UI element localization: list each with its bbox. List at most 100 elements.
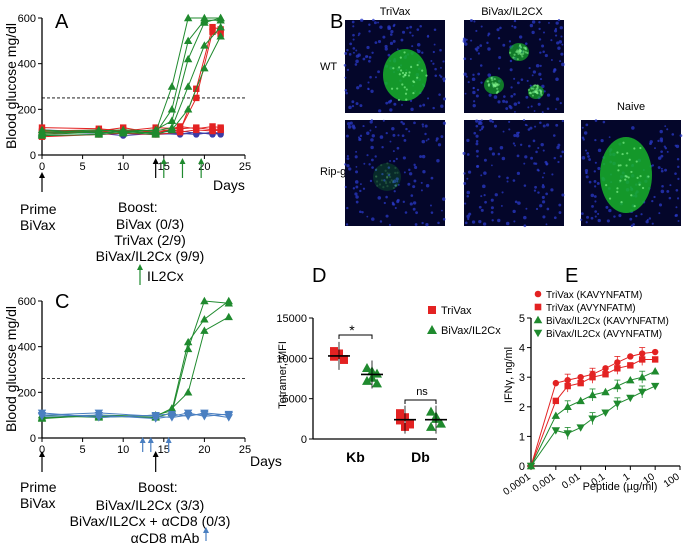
micrograph-ripgp-bivax-il2cx-nucleus xyxy=(542,183,545,186)
micrograph-naive-islet-cell xyxy=(605,184,608,187)
panel-a-point xyxy=(119,127,128,136)
micrograph-ripgp-bivax-il2cx-nucleus xyxy=(463,172,466,175)
micrograph-naive-nucleus xyxy=(657,139,660,143)
micrograph-ripgp-trivax-islet-cell xyxy=(394,166,397,170)
panel-a-point xyxy=(183,36,193,45)
micrograph-naive-islet-cell xyxy=(622,141,625,144)
panel-e-point xyxy=(637,373,647,381)
panel-a-point xyxy=(209,126,216,134)
panel-e-point xyxy=(577,379,584,387)
panel-d: D Tetramer, MFI 0 5000 10000 15000 Kb Db * ns… xyxy=(276,265,501,465)
micrograph-ripgp-trivax-nucleus xyxy=(357,136,360,139)
micrograph-ripgp-bivax-il2cx-nucleus xyxy=(519,143,523,146)
micrograph-wt-bivax-il2cx-islet-cell xyxy=(487,83,490,87)
micrograph-naive-nucleus xyxy=(597,148,602,153)
micrograph-naive-nucleus xyxy=(669,184,672,187)
micrograph-ripgp-trivax-nucleus xyxy=(410,194,414,197)
micrograph-ripgp-bivax-il2cx-nucleus xyxy=(467,217,470,221)
micrograph-ripgp-bivax-il2cx-nucleus xyxy=(491,120,495,123)
panel-c-acd8-dose-arrow-head xyxy=(165,437,172,443)
micrograph-ripgp-trivax-nucleus xyxy=(397,134,400,137)
micrograph-naive-nucleus xyxy=(632,223,635,226)
micrograph-wt-bivax-il2cx-nucleus xyxy=(514,110,516,113)
micrograph-wt-bivax-il2cx-islet-cell xyxy=(531,94,535,97)
micrograph-wt-bivax-il2cx-islet-cell xyxy=(495,91,498,95)
micrograph-wt-trivax-islet-cell xyxy=(401,83,404,86)
micrograph-wt-trivax-nucleus xyxy=(422,103,426,107)
micrograph-naive-nucleus xyxy=(666,150,669,153)
micrograph-ripgp-trivax-islet-cell xyxy=(392,186,395,190)
micrograph-wt-bivax-il2cx-nucleus xyxy=(464,92,467,95)
micrograph-ripgp-bivax-il2cx-nucleus xyxy=(512,209,516,214)
micrograph-naive-nucleus xyxy=(594,200,597,203)
panel-c-prime-arrow-head xyxy=(39,451,45,457)
panel-a-xtick-label: 0 xyxy=(39,161,45,173)
panel-e-point xyxy=(588,415,597,423)
micrograph-naive-islet-cell xyxy=(628,158,631,161)
micrograph-naive-islet-cell xyxy=(619,179,622,182)
micrograph-wt-bivax-il2cx-islet-cell xyxy=(519,43,522,47)
panel-c-point xyxy=(94,409,104,418)
panel-a-point xyxy=(183,13,193,22)
micrograph-wt-bivax-il2cx-nucleus xyxy=(520,78,524,81)
micrograph-naive-nucleus xyxy=(587,155,590,158)
panel-a-plot xyxy=(37,13,225,140)
micrograph-wt-bivax-il2cx-nucleus xyxy=(533,110,536,112)
micrograph-ripgp-bivax-il2cx-nucleus xyxy=(528,144,531,148)
panel-d-legend-marker-trivax xyxy=(428,306,436,314)
panel-e-point xyxy=(614,365,621,372)
panel-b-micrographs xyxy=(343,18,683,228)
panel-a-point xyxy=(216,22,225,31)
micrograph-ripgp-trivax-nucleus xyxy=(366,131,370,135)
micrograph-wt-bivax-il2cx-nucleus xyxy=(513,25,517,29)
micrograph-wt-bivax-il2cx-nucleus xyxy=(541,44,545,48)
panel-d-point xyxy=(426,406,436,416)
micrograph-ripgp-trivax-nucleus xyxy=(435,137,439,141)
panel-a-series-line xyxy=(41,26,221,133)
micrograph-wt-bivax-il2cx-nucleus xyxy=(546,107,550,110)
micrograph-wt-bivax-il2cx-islet-cell xyxy=(523,46,526,49)
micrograph-ripgp-bivax-il2cx-nucleus xyxy=(508,128,511,131)
micrograph-ripgp-trivax-islet xyxy=(373,163,401,191)
micrograph-ripgp-bivax-il2cx-nucleus xyxy=(493,124,498,128)
micrograph-wt-bivax-il2cx-nucleus xyxy=(532,70,537,74)
micrograph-naive-nucleus xyxy=(593,170,596,173)
micrograph-ripgp-bivax-il2cx-nucleus xyxy=(545,192,548,196)
micrograph-naive-nucleus xyxy=(581,126,584,129)
micrograph-ripgp-trivax-nucleus xyxy=(407,182,411,186)
micrograph-wt-trivax-islet-cell xyxy=(405,88,408,91)
panel-e-point xyxy=(576,424,585,432)
micrograph-ripgp-trivax-islet-cell xyxy=(390,179,393,182)
micrograph-naive-nucleus xyxy=(618,214,622,218)
micrograph-wt-trivax-nucleus xyxy=(382,35,386,39)
micrograph-naive-nucleus xyxy=(651,200,654,203)
micrograph-ripgp-trivax-nucleus xyxy=(403,171,406,174)
panel-d-category-label: Db xyxy=(411,449,430,465)
micrograph-ripgp-trivax-nucleus xyxy=(412,207,416,211)
micrograph-ripgp-trivax-nucleus xyxy=(363,162,366,165)
micrograph-wt-trivax-nucleus xyxy=(379,25,383,29)
micrograph-ripgp-bivax-il2cx-nucleus xyxy=(475,119,479,123)
micrograph-wt-trivax-nucleus xyxy=(387,25,391,29)
panel-d-point xyxy=(330,347,338,356)
micrograph-ripgp-bivax-il2cx-nucleus xyxy=(546,207,550,211)
panel-e-point xyxy=(637,388,647,397)
micrograph-ripgp-trivax-nucleus xyxy=(346,206,349,210)
panel-e-series-line xyxy=(530,358,656,467)
panel-e-legend-marker xyxy=(533,329,543,338)
micrograph-wt-bivax-il2cx-nucleus xyxy=(554,29,558,33)
micrograph-wt-trivax-nucleus xyxy=(377,21,380,24)
panel-a-point xyxy=(183,105,193,113)
micrograph-wt-trivax-nucleus xyxy=(355,102,359,106)
panel-a-series-line xyxy=(41,26,222,134)
micrograph-naive-nucleus xyxy=(585,123,589,127)
micrograph-wt-trivax-nucleus xyxy=(411,45,414,48)
micrograph-wt-bivax-il2cx-nucleus xyxy=(473,100,476,103)
micrograph-ripgp-trivax-islet-cell xyxy=(391,180,394,183)
micrograph-wt-bivax-il2cx-islet-cell xyxy=(531,91,535,94)
micrograph-wt-bivax-il2cx-nucleus xyxy=(538,21,541,24)
micrograph-wt-trivax-nucleus xyxy=(411,34,414,37)
micrograph-naive-nucleus xyxy=(676,158,680,161)
micrograph-wt-trivax-nucleus xyxy=(440,104,444,108)
micrograph-wt-bivax-il2cx-nucleus xyxy=(502,43,506,47)
